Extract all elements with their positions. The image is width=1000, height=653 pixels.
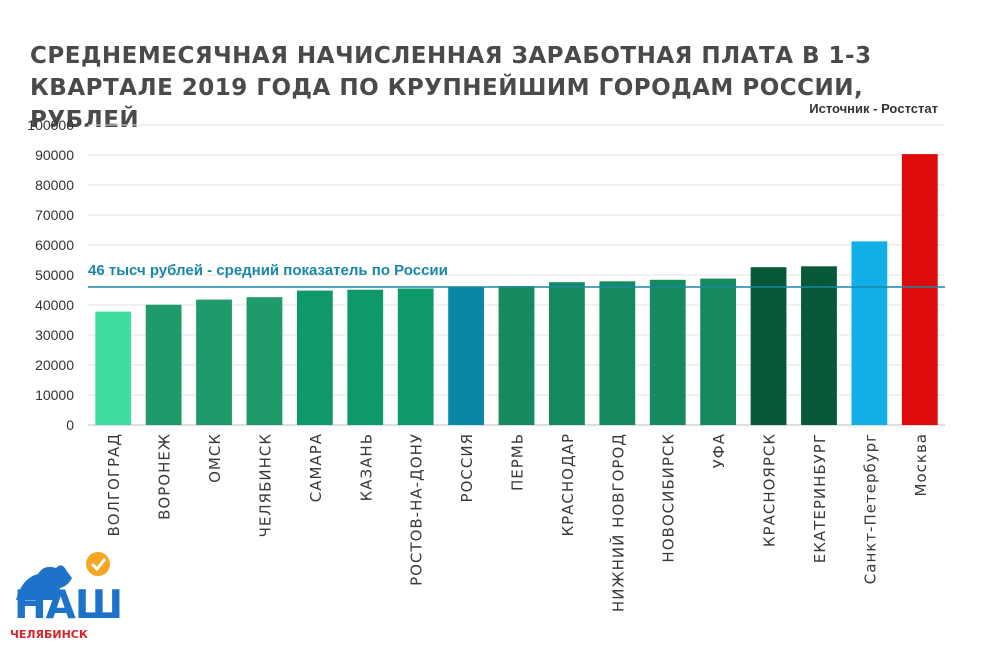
x-tick-label: КРАСНОЯРСК — [761, 433, 779, 547]
bar — [901, 154, 938, 425]
x-tick-label: НОВОСИБИРСК — [660, 433, 678, 563]
reference-line-group: 46 тысч рублей - средний показатель по Р… — [88, 262, 945, 288]
x-tick-label: ВОЛГОГРАД — [105, 433, 123, 537]
bar — [801, 266, 837, 425]
bar — [95, 311, 132, 425]
bar — [196, 299, 232, 425]
y-tick-label: 0 — [66, 417, 74, 433]
x-tick-label: Москва — [912, 433, 930, 496]
y-tick-label: 40000 — [35, 297, 74, 313]
x-tick-label: САМАРА — [307, 433, 325, 502]
y-tick-label: 30000 — [35, 327, 74, 343]
logo-main-text: НАШ — [14, 583, 123, 628]
x-axis-labels: ВОЛГОГРАД ВОРОНЕЖ ОМСК ЧЕЛЯБИНСК САМАРА КАЗАН… — [105, 433, 930, 612]
bar — [397, 288, 434, 425]
bar — [498, 286, 535, 425]
bar — [145, 304, 182, 425]
x-tick-label: УФА — [710, 433, 728, 468]
y-tick-label: 10000 — [35, 387, 74, 403]
bar — [599, 281, 636, 425]
x-tick-label: ПЕРМЬ — [509, 433, 527, 491]
chart-title: СРЕДНЕМЕСЯЧНАЯ НАЧИСЛЕННАЯ ЗАРАБОТНАЯ ПЛ… — [30, 43, 872, 133]
bar — [851, 241, 888, 425]
source-label: Источник - Роcтстат — [809, 101, 938, 116]
bar — [750, 267, 787, 425]
reference-line-label: 46 тысч рублей - средний показатель по Р… — [88, 262, 448, 279]
y-tick-label: 70000 — [35, 207, 74, 223]
x-tick-label: ОМСК — [206, 433, 224, 483]
y-tick-label: 60000 — [35, 237, 74, 253]
y-tick-label: 50000 — [35, 267, 74, 283]
x-tick-label: КАЗАНЬ — [357, 433, 375, 501]
y-axis-ticks: 0 10000 20000 30000 40000 50000 60000 70000 8000… — [27, 117, 74, 433]
x-tick-label: РОСТОВ-НА-ДОНУ — [408, 433, 426, 586]
logo-sub-text: ЧЕЛЯБИНСК — [10, 628, 88, 641]
x-tick-label: ЕКАТЕРИНБУРГ — [811, 433, 829, 563]
y-tick-label: 20000 — [35, 357, 74, 373]
bar — [246, 297, 283, 425]
bar — [700, 278, 737, 425]
x-tick-label: НИЖНИЙ НОВГОРОД — [608, 433, 627, 612]
bar — [448, 287, 484, 425]
x-tick-label: ВОРОНЕЖ — [156, 433, 174, 520]
x-tick-label: ЧЕЛЯБИНСК — [256, 433, 274, 537]
y-tick-label: 90000 — [35, 147, 74, 163]
x-tick-label: РОССИЯ — [458, 433, 476, 502]
x-tick-label: Санкт-Петербург — [861, 433, 879, 584]
x-tick-label: КРАСНОДАР — [559, 433, 577, 537]
bar — [549, 282, 585, 425]
logo-icon — [16, 552, 110, 600]
bar — [347, 289, 384, 425]
y-tick-label: 80000 — [35, 177, 74, 193]
bars — [95, 154, 938, 425]
bar — [649, 279, 686, 425]
bar — [296, 290, 333, 425]
y-tick-label: 100000 — [27, 117, 74, 133]
